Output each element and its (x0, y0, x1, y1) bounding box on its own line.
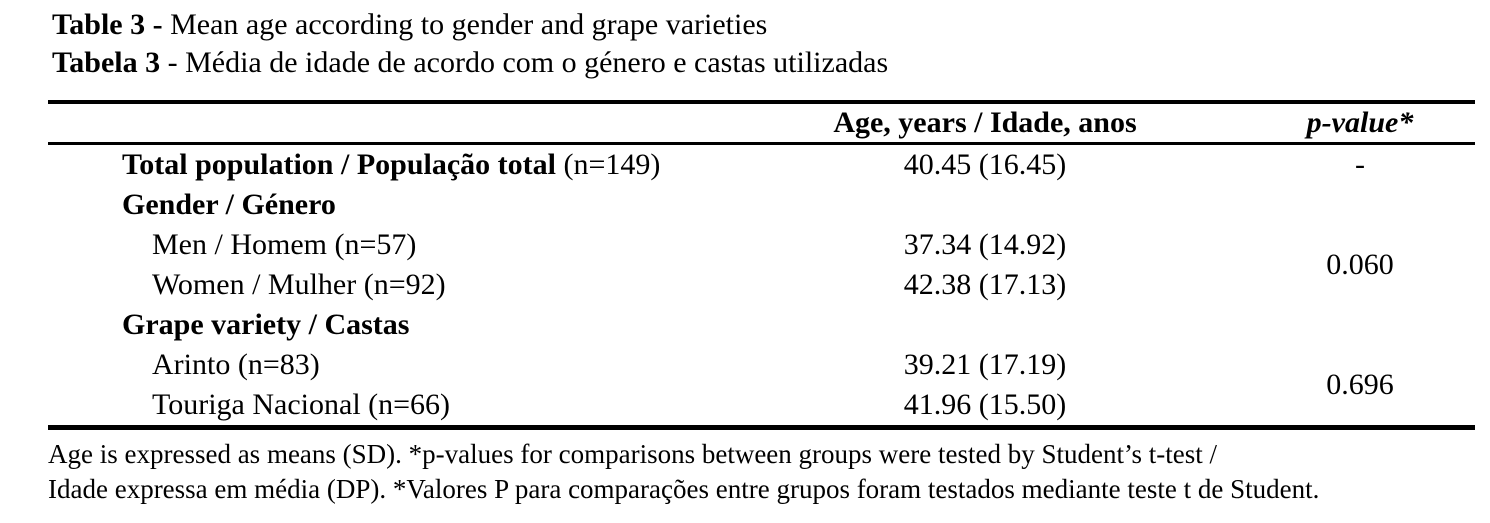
column-header-age: Age, years / Idade, anos (725, 102, 1245, 145)
cell-label-women: Women / Mulher (n=92) (152, 268, 446, 301)
caption-label-pt: Tabela 3 (52, 46, 161, 79)
label-total-population-n: (n=149) (563, 148, 661, 181)
row-arinto: Arinto (n=83) 39.21 (17.19) 0.696 (48, 345, 1475, 401)
mean-age-table: Age, years / Idade, anos p-value* Total … (48, 100, 1475, 430)
cell-label-gender-group: Gender / Género (122, 188, 336, 221)
cell-pvalue-total-population: - (1355, 148, 1365, 181)
column-header-pvalue: p-value* (1245, 102, 1475, 145)
label-total-population: Total population / População total (122, 148, 556, 181)
footnote-line-en: Age is expressed as means (SD). *p-value… (48, 439, 1217, 469)
header-row: Age, years / Idade, anos p-value* (48, 102, 1475, 145)
row-total-population: Total population / População total (n=14… (48, 144, 1475, 186)
cell-label-touriga-nacional: Touriga Nacional (n=66) (152, 388, 451, 421)
cell-label-total-population: Total population / População total (n=14… (48, 144, 725, 186)
row-touriga-nacional: Touriga Nacional (n=66) 41.96 (15.50) (48, 385, 1475, 428)
cell-label-grape-variety-group: Grape variety / Castas (122, 308, 410, 341)
row-women: Women / Mulher (n=92) 42.38 (17.13) (48, 265, 1475, 305)
row-men: Men / Homem (n=57) 37.34 (14.92) 0.060 (48, 225, 1475, 281)
cell-label-arinto: Arinto (n=83) (152, 348, 320, 381)
caption-label-en: Table 3 - (52, 8, 163, 41)
caption-text-pt: - Média de idade de acordo com o género … (167, 46, 889, 79)
cell-age-women: 42.38 (17.13) (903, 268, 1067, 301)
cell-age-men: 37.34 (14.92) (903, 228, 1067, 261)
table-footnote: Age is expressed as means (SD). *p-value… (48, 437, 1319, 507)
cell-pvalue-grape-group-empty (1245, 305, 1475, 345)
cell-age-gender-group-empty (725, 185, 1245, 225)
caption-line-pt: Tabela 3 - Média de idade de acordo com … (52, 44, 888, 82)
cell-pvalue-grape: 0.696 (1326, 368, 1394, 401)
cell-age-grape-group-empty (725, 305, 1245, 345)
cell-age-touriga-nacional: 41.96 (15.50) (903, 388, 1067, 421)
caption-text-en: Mean age according to gender and grape v… (170, 8, 768, 41)
row-grape-variety-group: Grape variety / Castas (48, 305, 1475, 345)
cell-label-men: Men / Homem (n=57) (152, 228, 417, 261)
cell-pvalue-gender-group-empty (1245, 185, 1475, 225)
cell-pvalue-gender: 0.060 (1326, 248, 1394, 281)
footnote-line-pt: Idade expressa em média (DP). *Valores P… (48, 474, 1320, 504)
caption-line-en: Table 3 - Mean age according to gender a… (52, 6, 888, 44)
column-header-empty (48, 102, 725, 145)
row-gender-group: Gender / Género (48, 185, 1475, 225)
cell-age-arinto: 39.21 (17.19) (903, 348, 1067, 381)
table-caption: Table 3 - Mean age according to gender a… (52, 6, 888, 82)
cell-age-total-population: 40.45 (16.45) (903, 148, 1067, 181)
